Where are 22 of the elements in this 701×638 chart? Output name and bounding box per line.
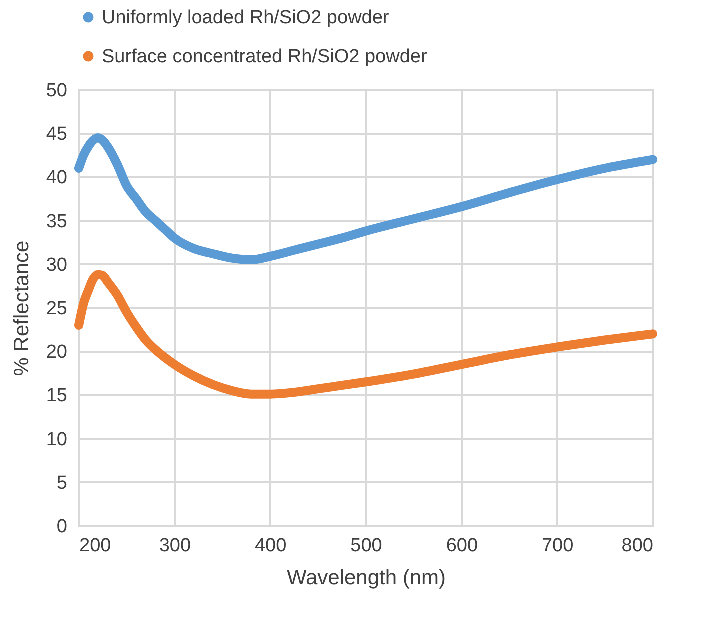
y-tick-label: 20 (46, 342, 68, 364)
x-axis-title: Wavelength (nm) (286, 566, 446, 590)
y-axis-title: % Reflectance (10, 240, 34, 376)
y-tick-label: 30 (46, 254, 68, 276)
y-tick-label: 25 (46, 298, 68, 320)
y-tick-label: 15 (46, 386, 68, 407)
y-tick-label: 10 (46, 429, 68, 450)
y-tick-label: 50 (46, 80, 68, 102)
legend-label: Uniformly loaded Rh/SiO2 powder (102, 8, 390, 28)
y-tick-label: 40 (46, 168, 68, 189)
x-tick-label: 300 (159, 536, 192, 556)
y-tick-label: 5 (56, 472, 68, 494)
x-tick-label: 500 (350, 536, 382, 556)
y-tick-label: 0 (56, 516, 68, 538)
y-tick-label: 45 (46, 124, 68, 146)
x-tick-label: 700 (542, 536, 574, 556)
x-tick-label: 800 (622, 536, 654, 556)
x-tick-label: 400 (254, 536, 287, 556)
x-tick-label: 200 (80, 536, 112, 556)
x-tick-label: 600 (446, 536, 478, 556)
y-tick-label: 35 (46, 211, 68, 232)
legend-label: Surface concentrated Rh/SiO2 powder (102, 46, 428, 68)
